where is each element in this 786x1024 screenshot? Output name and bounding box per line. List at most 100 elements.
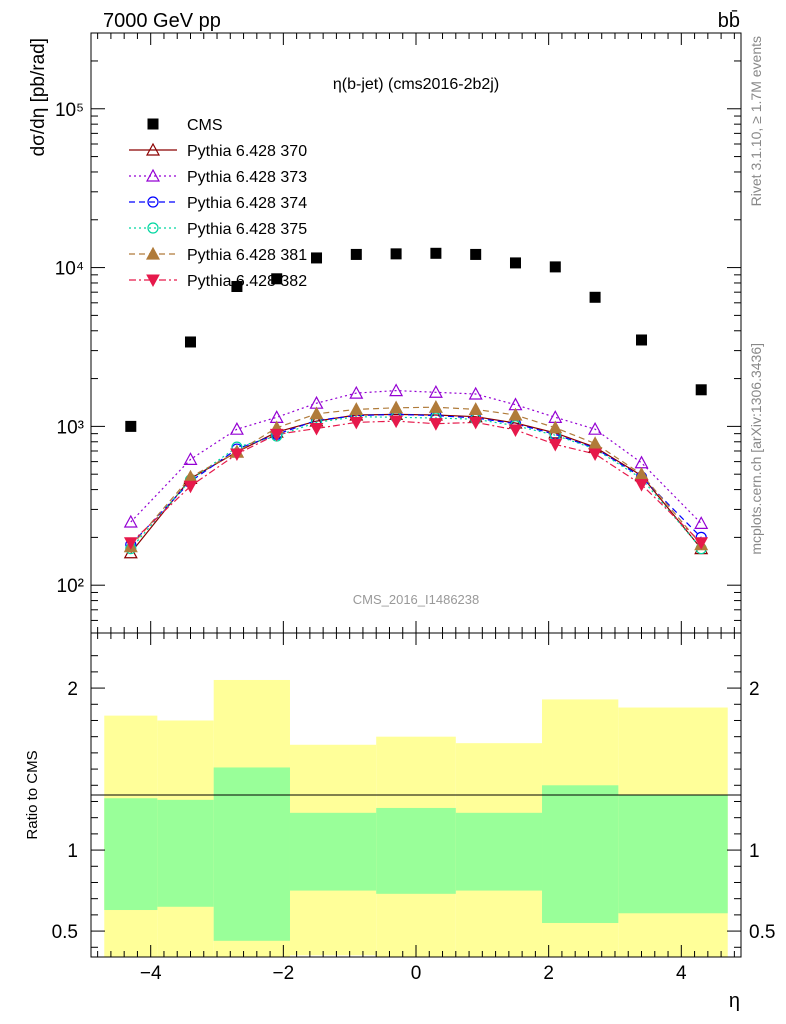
header-left: 7000 GeV pp: [103, 10, 221, 32]
cms-data-point: [125, 420, 137, 432]
ratio-band-green: [542, 785, 619, 923]
mc-point-5: [309, 406, 324, 420]
cms-data-point: [636, 334, 648, 346]
legend-label: Pythia 6.428 375: [187, 221, 307, 238]
cms-data-point: [509, 257, 521, 269]
x-tick-label: −2: [273, 963, 295, 984]
mc-point-5: [548, 420, 563, 434]
mc-point-5: [389, 400, 404, 414]
ratio-y-tick-label: 0.5: [52, 922, 78, 943]
cms-data-point: [695, 384, 707, 396]
axis-ticks: 10² 10³ 10⁴ 10⁵ 0.5 0.5 1 1 2 2 −4 −2 0 2 4: [52, 32, 775, 984]
ratio-band-green: [455, 812, 543, 891]
mc-point-6: [389, 415, 403, 429]
mc-point-2: [123, 514, 138, 528]
mc-point-5: [508, 407, 523, 421]
header-right: bb̄: [718, 9, 740, 32]
mc-point-2: [229, 421, 244, 435]
mc-point-2: [634, 455, 649, 469]
series-line-6: [130, 420, 702, 544]
x-tick-label: 0: [411, 963, 422, 984]
legend: CMS Pythia 6.428 370 Pythia 6.428 373 Pythi…: [129, 117, 307, 290]
x-tick-label: −4: [140, 963, 162, 984]
legend-marker: [145, 246, 161, 260]
chart-title: η(b-jet) (cms2016-2b2j): [333, 76, 499, 93]
mc-point-2: [349, 385, 364, 399]
legend-label: CMS: [187, 117, 223, 134]
mc-point-2: [183, 452, 198, 465]
legend-marker: [146, 274, 160, 288]
mc-point-5: [349, 402, 364, 415]
ratio-y-tick-label-right: 2: [749, 679, 760, 700]
cms-data-point: [184, 336, 196, 348]
ratio-band-green: [213, 767, 290, 941]
mc-point-6: [588, 448, 602, 462]
mc-point-6: [429, 418, 443, 431]
cms-data-point: [350, 248, 362, 260]
mc-point-2: [389, 383, 404, 397]
legend-label: Pythia 6.428 373: [187, 169, 307, 186]
legend-marker: [147, 222, 159, 234]
mc-point-6: [468, 416, 483, 430]
ratio-band-green: [289, 812, 377, 891]
cms-data-point: [231, 281, 243, 293]
legend-label: Pythia 6.428 370: [187, 143, 307, 160]
mc-point-6: [269, 428, 284, 442]
cms-data-point: [549, 261, 561, 273]
y-tick-label: 10²: [57, 576, 84, 597]
mc-point-5: [428, 399, 443, 413]
legend-marker: [145, 142, 161, 156]
y-axis-label-ratio: Ratio to CMS: [24, 750, 41, 839]
cms-data-point: [470, 248, 482, 260]
ratio-band-green: [376, 807, 456, 894]
ratio-bands: [104, 679, 728, 957]
legend-label: Pythia 6.428 374: [187, 195, 307, 212]
ratio-y-tick-label: 1: [67, 841, 78, 862]
mc-point-6: [349, 416, 364, 430]
mc-point-6: [183, 480, 198, 494]
ratio-band-green: [157, 799, 214, 907]
mc-point-5: [588, 436, 603, 450]
x-axis-label: η: [729, 990, 740, 1012]
cms-data-point: [271, 273, 283, 285]
y-tick-label: 10³: [57, 417, 84, 438]
y-axis-label-main: dσ/dη [pb/rad]: [28, 38, 49, 156]
ratio-band-green: [618, 795, 728, 914]
x-tick-label: 2: [543, 963, 554, 984]
mc-point-6: [634, 479, 649, 492]
legend-marker: [147, 118, 159, 130]
cms-data-point: [430, 247, 442, 259]
ratio-band-green: [104, 798, 158, 911]
cms-data-point: [390, 248, 402, 260]
mc-point-2: [428, 385, 443, 398]
ratio-y-tick-label: 2: [67, 679, 78, 700]
data-markers: [123, 247, 709, 559]
mc-point-2: [468, 386, 483, 400]
ratio-y-tick-label-right: 0.5: [749, 922, 775, 943]
mc-point-6: [548, 438, 563, 452]
mc-point-6: [123, 537, 138, 550]
mc-point-6: [230, 448, 244, 462]
series-line-3: [130, 413, 702, 546]
y-tick-label: 10⁵: [55, 100, 84, 121]
source-label: mcplots.cern.ch [arXiv:1306.3436]: [748, 343, 764, 555]
mc-point-2: [588, 421, 603, 435]
series-line-4: [130, 416, 702, 549]
rivet-label: Rivet 3.1.10, ≥ 1.7M events: [748, 36, 764, 206]
y-tick-label: 10⁴: [55, 259, 84, 280]
mc-point-6: [309, 422, 324, 436]
mc-curves: [130, 389, 702, 554]
mc-point-2: [694, 516, 709, 529]
cms-data-point: [589, 291, 601, 303]
mc-point-5: [468, 402, 483, 415]
x-tick-label: 4: [676, 963, 687, 984]
watermark: CMS_2016_I1486238: [353, 592, 480, 607]
cms-data-point: [311, 252, 323, 264]
series-line-1: [130, 413, 702, 554]
mc-point-6: [694, 537, 709, 550]
legend-marker: [145, 168, 161, 182]
legend-label: Pythia 6.428 382: [187, 273, 307, 290]
legend-marker: [147, 196, 159, 208]
ratio-y-tick-label-right: 1: [749, 841, 760, 862]
